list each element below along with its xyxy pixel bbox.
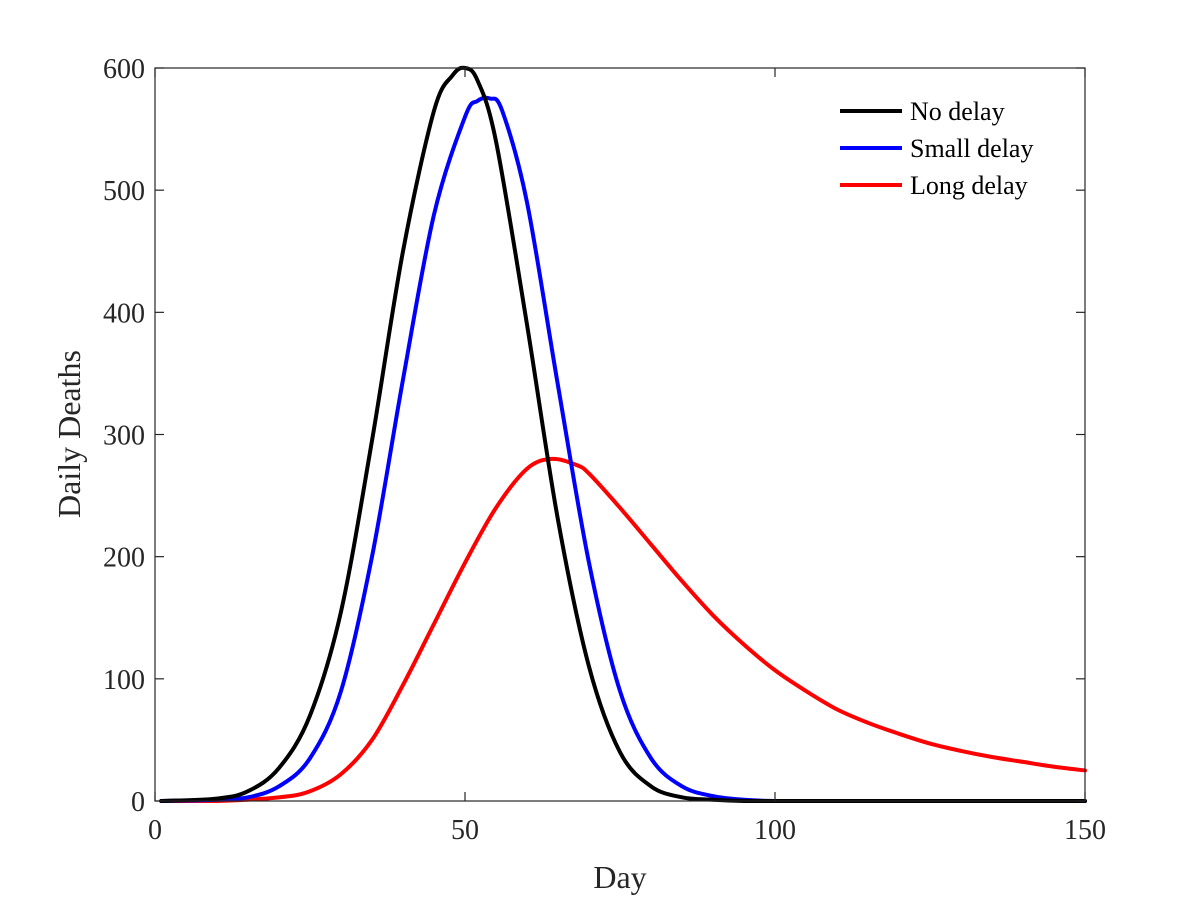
y-tick-label: 0: [131, 787, 145, 818]
x-tick-label: 100: [754, 815, 796, 846]
legend-label-no-delay: No delay: [910, 97, 1005, 126]
y-tick-label: 400: [103, 298, 145, 329]
series-line-long-delay: [159, 456, 1087, 804]
x-tick-label: 50: [451, 815, 479, 846]
legend-label-small-delay: Small delay: [910, 134, 1033, 163]
x-tick-label: 0: [148, 815, 162, 846]
y-tick-label: 600: [103, 54, 145, 85]
series-line-small-delay: [159, 95, 1087, 804]
y-axis-label: Daily Deaths: [51, 350, 87, 518]
y-tick-label: 500: [103, 176, 145, 207]
x-axis-label: Day: [593, 859, 646, 895]
y-tick-label: 100: [103, 665, 145, 696]
legend-label-long-delay: Long delay: [910, 171, 1028, 200]
legend: No delay Small delay Long delay: [840, 97, 1033, 200]
axes-layer: 0 50 100 150 0 100 200 300 400 500 600: [103, 54, 1106, 846]
y-tick-label: 200: [103, 543, 145, 574]
y-tick-label: 300: [103, 421, 145, 452]
x-tick-label: 150: [1064, 815, 1106, 846]
